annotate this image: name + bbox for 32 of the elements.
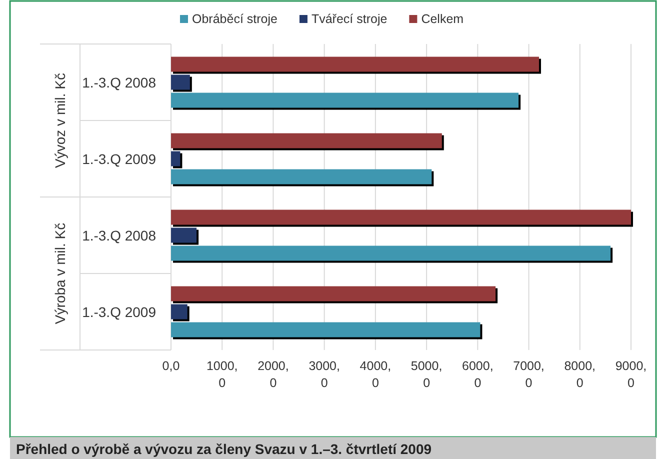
bar [171,228,197,243]
bar [171,151,180,166]
bar [171,92,519,108]
text: Přehled o výrobě a vývozu za členy Svazu v 1.–3. čtvrtletí 2009 [16,441,432,457]
bar [171,304,188,320]
x-tick-label: 4000,0 [360,359,392,390]
x-tick-label: 1000,0 [206,359,238,390]
bar [171,169,432,184]
bar [171,133,442,148]
y-tick-label: 1.-3.Q 2008 [82,227,156,244]
legend-label: Obráběcí stroje [192,12,278,26]
x-tick-label: 9000,0 [615,359,647,390]
x-tick-label: 7000,0 [513,359,544,390]
bar [171,286,496,302]
text: Výroba v mil. Kč [52,222,68,324]
y-tick-label: 1.-3.Q 2008 [82,74,156,90]
x-tick-label: 0,0 [162,359,180,373]
x-tick-label: 6000,0 [462,359,494,390]
bar [171,56,539,72]
x-tick-label: 3000,0 [308,359,340,390]
legend-label: Celkem [421,12,464,26]
y-tick-label: 1.-3.Q 2009 [82,304,156,320]
text: Vývoz v mil. Kč [52,73,68,168]
bar [171,322,480,338]
x-tick-label: 8000,0 [564,359,596,390]
bar [171,210,631,225]
legend-label: Tvářecí stroje [311,12,388,26]
bar [171,246,611,261]
y-tick-label: 1.-3.Q 2009 [82,150,156,167]
x-tick-label: 5000,0 [410,359,442,390]
bar [171,74,190,90]
x-tick-label: 2000,0 [258,359,289,390]
